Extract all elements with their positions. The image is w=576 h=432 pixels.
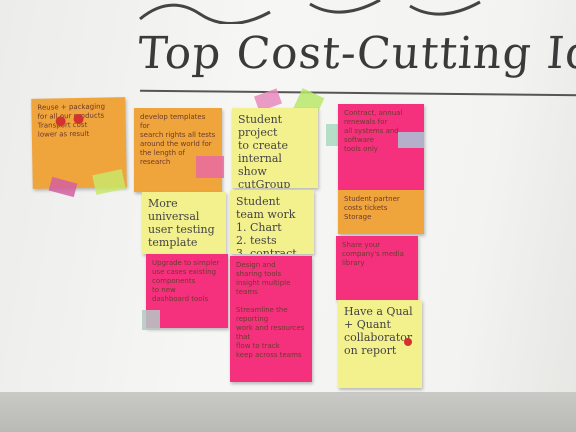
note-text: Share your company's media library — [342, 241, 404, 267]
tape-strip — [398, 132, 424, 148]
note-text: Have a Qual + Quant collaborator on repo… — [344, 305, 413, 357]
heading-scrawl-top — [139, 0, 481, 24]
sticky-note-11: Have a Qual + Quant collaborator on repo… — [338, 300, 422, 388]
sticky-note-3: Student project to create internal show … — [232, 108, 318, 188]
board-bottom-edge — [0, 392, 576, 432]
red-dot — [404, 338, 412, 346]
note-text: Student partner costs tickets Storage — [344, 195, 400, 221]
tape-strip — [196, 156, 224, 178]
note-text: Contract, annual renewals for all system… — [344, 109, 403, 153]
page-title: Top Cost-Cutting Ide — [136, 28, 576, 79]
note-text: Student project to create internal show … — [238, 113, 291, 188]
sticky-note-7: Student partner costs tickets Storage — [338, 190, 424, 234]
sticky-note-9: Design and sharing tools insight multipl… — [230, 256, 312, 382]
sticky-note-2: develop templates for search rights all … — [134, 108, 222, 192]
sticky-note-10: Share your company's media library — [336, 236, 418, 300]
sticky-note-6: Student team work 1. Chart 2. tests 3. c… — [230, 190, 314, 254]
note-text: Design and sharing tools insight multipl… — [236, 261, 305, 359]
note-text: develop templates for search rights all … — [140, 113, 216, 166]
note-text: Student team work 1. Chart 2. tests 3. c… — [236, 195, 297, 254]
note-text: Upgrade to simpler use cases existing co… — [152, 259, 220, 303]
sticky-note-5: More universal user testing template — [142, 192, 226, 254]
note-text: More universal user testing template — [148, 197, 215, 249]
tape-strip — [142, 310, 160, 330]
